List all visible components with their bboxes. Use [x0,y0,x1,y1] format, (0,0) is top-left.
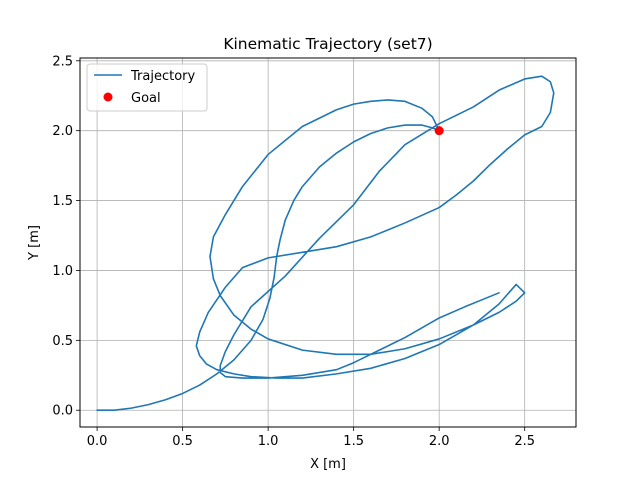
y-tick-label: 1.5 [52,194,73,209]
x-tick-label: 1.0 [258,434,279,449]
x-axis-label: X [m] [310,457,346,472]
y-tick-label: 1.0 [52,264,73,279]
x-tick-label: 0.0 [87,434,108,449]
y-tick-label: 0.0 [52,404,73,419]
legend-goal-label: Goal [131,91,161,106]
chart-title: Kinematic Trajectory (set7) [223,35,432,53]
plot-series [96,75,555,412]
x-tick-label: 0.5 [172,434,193,449]
legend-goal-swatch [103,92,113,102]
trajectory-line [96,75,555,412]
y-tick-label: 2.5 [52,54,73,69]
y-tick-label: 2.0 [52,124,73,139]
y-axis-label: Y [m] [27,225,42,261]
axis-ticks: 0.0 0.5 1.0 1.5 2.0 2.5 0.0 0.5 1.0 1.5 2.0 2.5 [52,54,535,449]
legend: Trajectory Goal [86,63,208,112]
axes-frame [79,57,577,428]
grid [80,58,576,427]
legend-trajectory-label: Trajectory [130,69,195,84]
y-tick-label: 0.5 [52,334,73,349]
x-tick-label: 2.0 [429,434,450,449]
goal-point [434,126,444,136]
x-tick-label: 1.5 [343,434,364,449]
x-tick-label: 2.5 [514,434,535,449]
